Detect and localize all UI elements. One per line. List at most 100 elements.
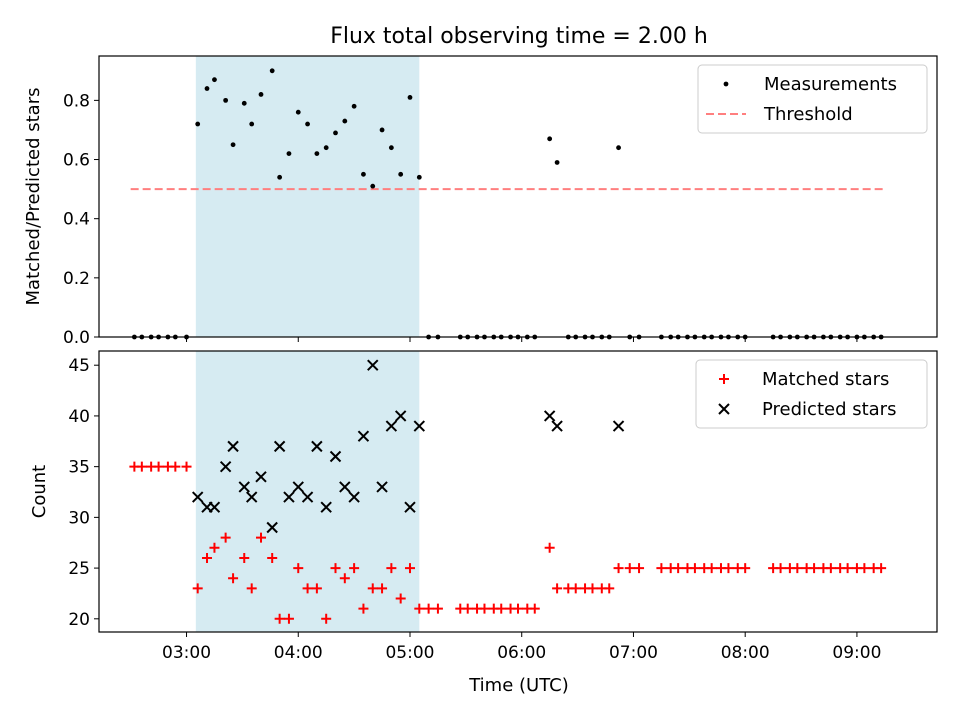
legend-label: Measurements xyxy=(764,74,897,95)
matched-star-marker xyxy=(634,563,645,574)
legend-marker-predicted xyxy=(718,403,730,415)
legend-box xyxy=(695,359,928,429)
measurement-point xyxy=(269,68,275,74)
measurement-point xyxy=(554,160,560,165)
matched-star-marker xyxy=(283,613,294,624)
measurement-point xyxy=(212,77,217,83)
y-tick-label: 0.0 xyxy=(63,328,90,348)
legend-marker-matched xyxy=(719,374,729,384)
y-tick-label: 40 xyxy=(68,407,90,427)
predicted-star-marker xyxy=(208,501,221,513)
matched-star-marker xyxy=(339,573,350,584)
measurement-point xyxy=(323,145,329,151)
matched-star-marker xyxy=(529,603,540,614)
measurement-point xyxy=(407,95,413,100)
top-panel: 0.0 0.2 0.4 0.6 0.8 Matched/Predicted stars Me… xyxy=(23,55,938,348)
matched-star-marker xyxy=(513,603,523,614)
measurement-point xyxy=(295,109,301,115)
y-tick-label: 0.4 xyxy=(63,210,90,230)
y-tick-label: 0.8 xyxy=(63,91,90,111)
matched-star-marker xyxy=(544,542,555,553)
y-axis-label: Count xyxy=(29,465,50,518)
axes-frame xyxy=(98,55,938,338)
matched-star-marker xyxy=(192,583,203,594)
matched-star-marker xyxy=(740,563,751,574)
matched-star-marker xyxy=(267,552,278,563)
measurement-point xyxy=(230,142,236,148)
y-tick-label: 0.6 xyxy=(63,151,90,171)
measurement-point xyxy=(258,92,264,97)
matched-star-marker xyxy=(479,603,490,614)
predicted-star-marker xyxy=(219,460,232,473)
predicted-star-marker xyxy=(191,491,204,503)
predicted-star-marker xyxy=(245,491,258,503)
matched-star-marker xyxy=(239,552,250,563)
x-tick-label: 03:00 xyxy=(162,643,211,663)
predicted-star-marker xyxy=(357,430,370,442)
x-axis-label: Time (UTC) xyxy=(468,675,569,696)
matched-star-marker xyxy=(859,563,870,574)
measurement-point xyxy=(277,174,283,180)
predicted-star-marker xyxy=(339,481,351,493)
matched-star-marker xyxy=(181,461,192,472)
predicted-star-marker xyxy=(376,481,388,493)
measurement-point xyxy=(195,121,201,127)
predicted-star-marker xyxy=(266,521,278,534)
matched-star-marker xyxy=(358,603,369,614)
matched-star-marker xyxy=(423,603,434,614)
predicted-star-marker xyxy=(311,440,323,453)
predicted-star-marker xyxy=(329,450,342,463)
measurement-point xyxy=(351,103,357,109)
predicted-star-marker xyxy=(301,491,314,503)
axes-frame xyxy=(98,350,938,633)
matched-star-marker xyxy=(842,563,853,574)
x-tick-label: 04:00 xyxy=(274,643,323,663)
matched-star-marker xyxy=(246,583,257,594)
matched-star-marker xyxy=(330,563,341,574)
predicted-star-marker xyxy=(273,440,286,453)
matched-star-marker xyxy=(570,583,581,594)
measurement-point xyxy=(361,171,366,177)
measurement-point xyxy=(388,145,394,151)
matched-star-marker xyxy=(496,603,507,614)
predicted-star-marker xyxy=(404,501,416,513)
measurement-point xyxy=(333,130,338,136)
measurement-point xyxy=(305,121,310,127)
measurement-point xyxy=(398,171,404,177)
legend-label: Matched stars xyxy=(762,369,889,390)
predicted-star-marker xyxy=(292,481,304,493)
matched-star-marker xyxy=(432,603,443,614)
predicted-star-marker xyxy=(385,420,398,432)
predicted-star-marker xyxy=(348,491,360,503)
matched-star-marker xyxy=(706,563,717,574)
matched-star-marker xyxy=(228,573,239,584)
x-tick-label: 06:00 xyxy=(497,643,546,663)
matched-star-marker xyxy=(613,563,624,574)
y-tick-label: 20 xyxy=(68,610,90,630)
matched-star-marker xyxy=(414,603,425,614)
y-axis-label: Matched/Predicted stars xyxy=(23,88,44,306)
matched-star-marker xyxy=(395,593,406,604)
predicted-star-marker xyxy=(612,420,625,432)
measurement-point xyxy=(379,127,385,133)
measurement-point xyxy=(416,174,422,180)
shaded-interval xyxy=(195,56,420,337)
legend-box xyxy=(697,64,928,134)
measurement-point xyxy=(286,151,292,157)
matched-star-marker xyxy=(202,552,213,563)
matched-star-marker xyxy=(552,583,563,594)
matched-star-marker xyxy=(136,461,147,472)
predicted-star-marker xyxy=(543,410,556,422)
predicted-star-marker xyxy=(227,440,239,453)
measurement-point xyxy=(223,97,229,103)
matched-star-marker xyxy=(311,583,322,594)
matched-star-marker xyxy=(624,563,635,574)
matched-star-marker xyxy=(775,563,786,574)
matched-star-marker xyxy=(386,563,397,574)
matched-star-marker xyxy=(809,563,820,574)
matched-star-marker xyxy=(723,563,734,574)
y-tick-label: 35 xyxy=(68,458,90,478)
matched-star-marker xyxy=(876,563,887,574)
measurement-point xyxy=(204,86,210,91)
matched-star-marker xyxy=(170,461,181,472)
